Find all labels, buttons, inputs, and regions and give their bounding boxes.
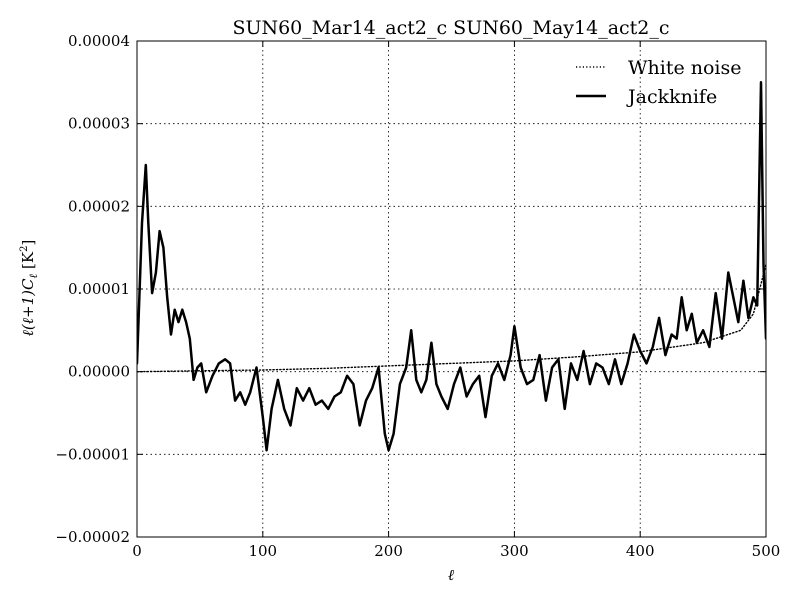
- x-tick-label: 400: [626, 542, 655, 560]
- axis-ticks: [136, 40, 767, 538]
- x-tick-label: 200: [374, 542, 403, 560]
- x-tick-label: 300: [500, 542, 529, 560]
- series-line-white-noise: [137, 263, 766, 373]
- y-tick-label: 0.00001: [68, 280, 130, 298]
- y-axis-label-units: [K: [19, 251, 37, 269]
- plot-frame: [136, 40, 767, 538]
- y-axis-label-main: ℓ(ℓ+1)C: [19, 278, 37, 336]
- tick-labels: 0 100 200 300 400 500 −0.00002 −0.00001 0.00000 0…: [55, 32, 780, 560]
- series-layer: [137, 81, 766, 452]
- x-axis-label: ℓ: [448, 566, 454, 584]
- y-tick-label: 0.00002: [68, 197, 130, 215]
- y-tick-label: 0.00000: [68, 363, 130, 381]
- legend-label-jackknife: Jackknife: [626, 86, 717, 108]
- series-line-jackknife: [137, 81, 766, 452]
- legend-label-white-noise: White noise: [628, 57, 742, 79]
- y-axis-label-units-sup: 2: [19, 246, 30, 252]
- x-tick-label: 500: [752, 542, 781, 560]
- y-tick-label: 0.00003: [68, 115, 130, 133]
- y-tick-label: −0.00001: [55, 445, 130, 463]
- x-tick-label: 100: [248, 542, 277, 560]
- x-tick-label: 0: [132, 542, 142, 560]
- y-axis-label-sub: ℓ: [27, 274, 40, 279]
- chart-title: SUN60_Mar14_act2_c SUN60_May14_act2_c: [232, 17, 669, 39]
- legend: White noise Jackknife: [576, 57, 742, 108]
- y-tick-label: 0.00004: [68, 32, 130, 50]
- y-tick-label: −0.00002: [55, 528, 130, 546]
- y-axis-label: ℓ(ℓ+1)Cℓ [K2]: [19, 240, 40, 337]
- y-axis-label-units-close: ]: [19, 240, 37, 246]
- grid: [136, 40, 767, 538]
